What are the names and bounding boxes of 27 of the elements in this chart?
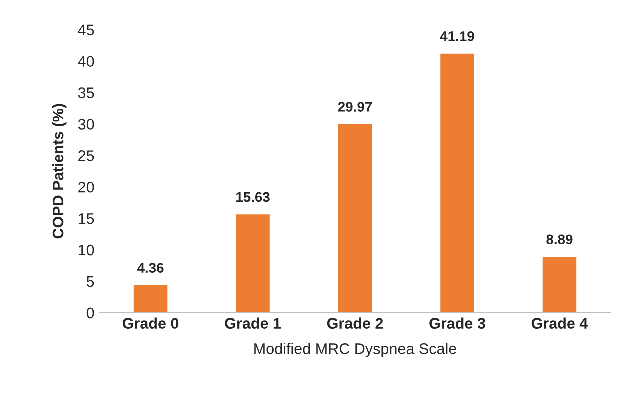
bar bbox=[134, 285, 168, 313]
data-label: 15.63 bbox=[236, 192, 270, 202]
x-tick-label: Grade 1 bbox=[225, 318, 282, 329]
y-tick-label: 40 bbox=[78, 56, 94, 68]
y-tick-label: 5 bbox=[86, 276, 94, 288]
y-axis-title: COPD Patients (%) bbox=[52, 104, 67, 239]
data-label: 29.97 bbox=[338, 102, 372, 112]
bar bbox=[236, 214, 270, 313]
y-tick-label: 0 bbox=[86, 308, 94, 319]
y-tick-label: 30 bbox=[78, 119, 94, 130]
x-tick-label: Grade 2 bbox=[327, 318, 384, 329]
y-tick-label: 35 bbox=[78, 88, 94, 98]
data-label: 4.36 bbox=[137, 263, 164, 274]
x-tick-label: Grade 0 bbox=[122, 318, 179, 329]
x-tick-label: Grade 3 bbox=[430, 318, 486, 330]
x-tick-label: Grade 4 bbox=[532, 318, 588, 329]
bar bbox=[542, 256, 577, 313]
bar bbox=[440, 54, 474, 313]
y-tick-label: 15 bbox=[78, 214, 94, 224]
x-axis-title: Modified MRC Dyspnea Scale bbox=[254, 343, 456, 358]
y-tick-label: 25 bbox=[78, 150, 94, 162]
y-tick-label: 45 bbox=[78, 24, 94, 36]
data-label: 8.89 bbox=[546, 234, 573, 245]
y-tick-label: 10 bbox=[78, 244, 94, 256]
y-tick-label: 20 bbox=[78, 182, 94, 193]
data-label: 41.19 bbox=[440, 32, 474, 42]
bar bbox=[338, 124, 372, 313]
